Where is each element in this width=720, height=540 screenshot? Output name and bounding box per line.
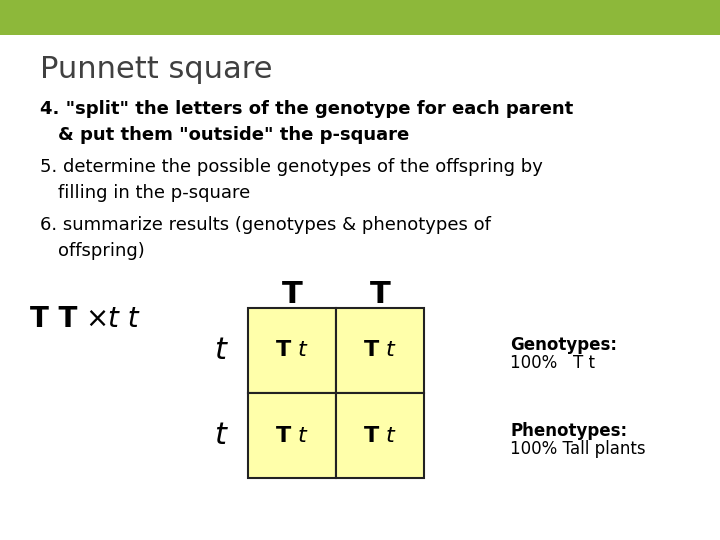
Text: t: t: [214, 421, 226, 450]
Text: ×: ×: [85, 305, 108, 333]
Text: 5. determine the possible genotypes of the offspring by: 5. determine the possible genotypes of t…: [40, 158, 543, 176]
Bar: [336, 308, 424, 393]
Text: & put them "outside" the p-square: & put them "outside" the p-square: [58, 126, 409, 144]
Bar: [248, 308, 336, 393]
Text: T T: T T: [30, 305, 77, 333]
Text: t t: t t: [108, 305, 139, 333]
Bar: [248, 393, 336, 478]
Text: T: T: [276, 341, 292, 361]
Text: t: t: [297, 426, 307, 446]
Text: T: T: [369, 280, 390, 309]
Text: T: T: [276, 426, 292, 446]
Text: 6. summarize results (genotypes & phenotypes of: 6. summarize results (genotypes & phenot…: [40, 216, 491, 234]
Text: T: T: [282, 280, 302, 309]
Text: 100%   T t: 100% T t: [510, 354, 595, 373]
Text: T: T: [364, 341, 379, 361]
Text: 100% Tall plants: 100% Tall plants: [510, 440, 646, 457]
Text: t: t: [386, 426, 395, 446]
Text: t: t: [214, 336, 226, 365]
Text: t: t: [386, 341, 395, 361]
Text: T: T: [364, 426, 379, 446]
Text: Punnett square: Punnett square: [40, 55, 272, 84]
Text: t: t: [297, 341, 307, 361]
Text: filling in the p-square: filling in the p-square: [58, 184, 251, 202]
Text: Genotypes:: Genotypes:: [510, 336, 617, 354]
Text: 4. "split" the letters of the genotype for each parent: 4. "split" the letters of the genotype f…: [40, 100, 573, 118]
Text: offspring): offspring): [58, 242, 145, 260]
Text: Phenotypes:: Phenotypes:: [510, 422, 627, 440]
Bar: [0, 0, 720, 35]
Bar: [336, 393, 424, 478]
